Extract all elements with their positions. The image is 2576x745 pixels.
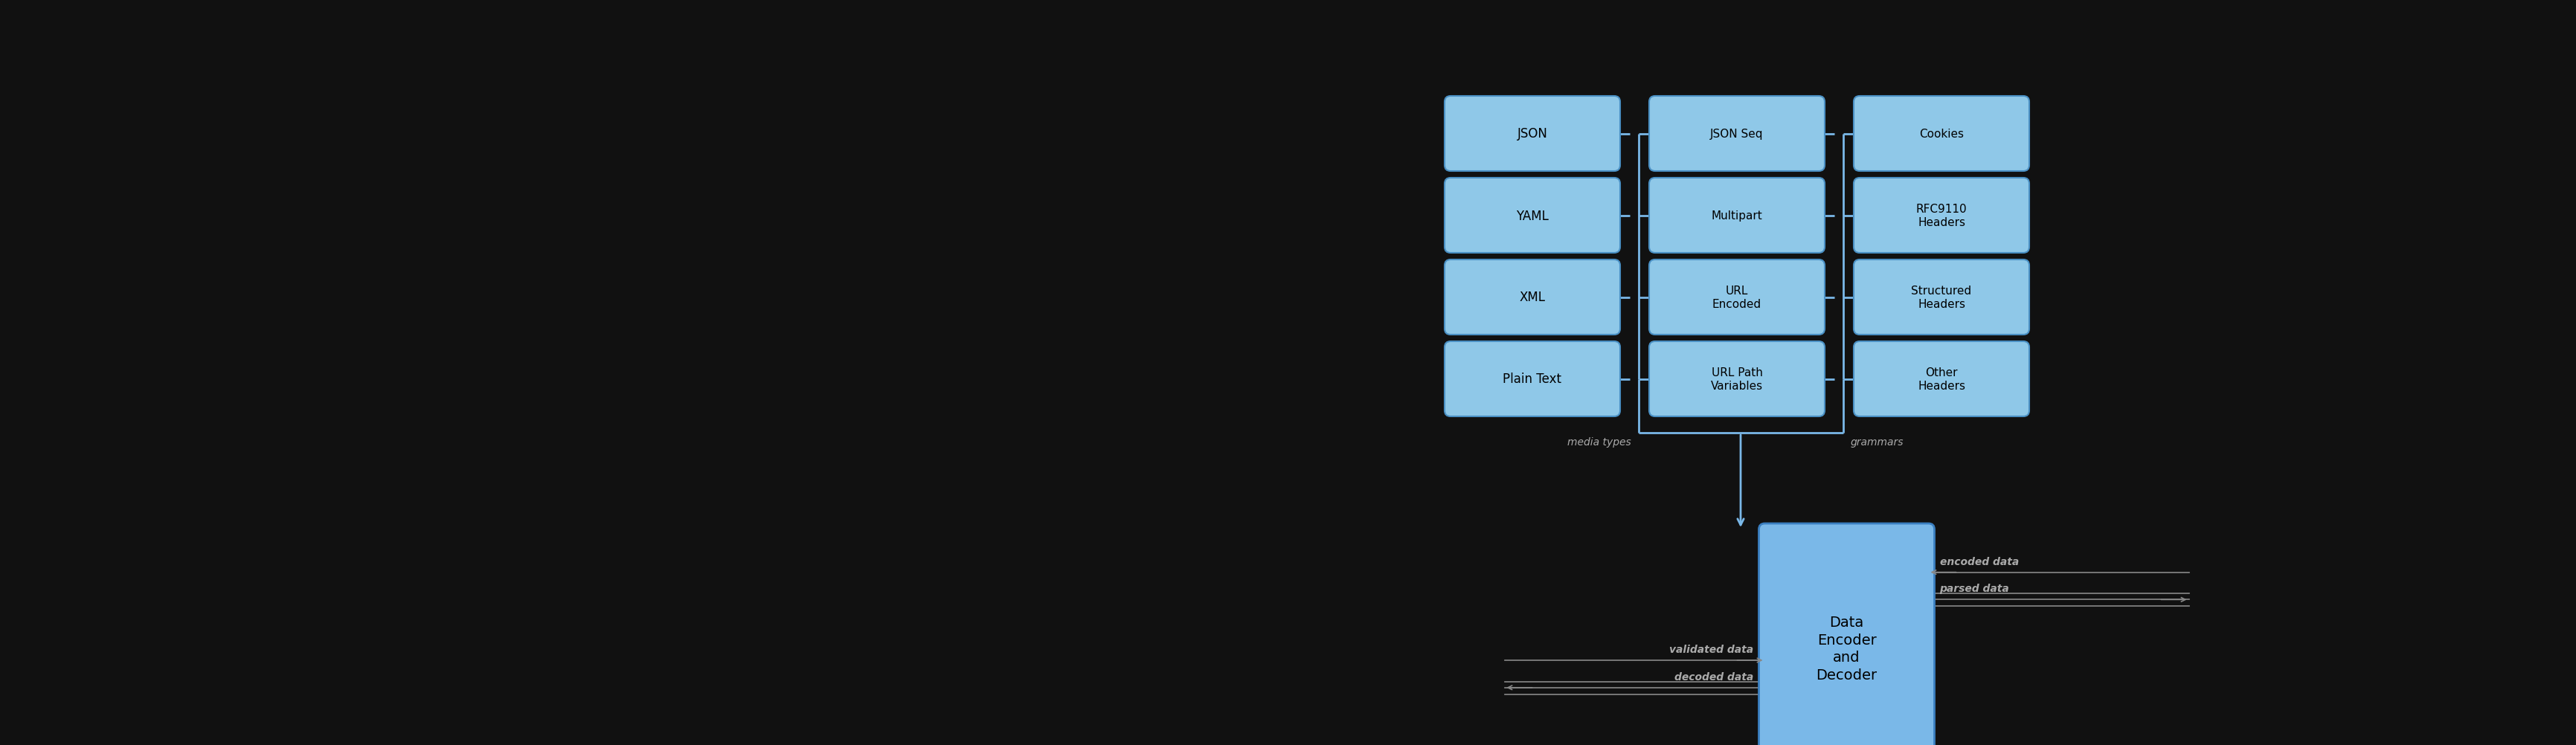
Text: Other
Headers: Other Headers (1917, 367, 1965, 392)
Text: RFC9110
Headers: RFC9110 Headers (1917, 203, 1968, 228)
Text: JSON: JSON (1517, 127, 1548, 141)
FancyBboxPatch shape (1759, 524, 1935, 745)
Text: XML: XML (1520, 291, 1546, 304)
FancyBboxPatch shape (1649, 342, 1824, 416)
Text: parsed data: parsed data (1940, 583, 2009, 594)
Text: encoded data: encoded data (1940, 556, 2020, 566)
FancyBboxPatch shape (1855, 178, 2030, 253)
FancyBboxPatch shape (1445, 97, 1620, 171)
FancyBboxPatch shape (1445, 342, 1620, 416)
Text: JSON Seq: JSON Seq (1710, 128, 1765, 139)
Text: Data
Encoder
and
Decoder: Data Encoder and Decoder (1816, 615, 1878, 682)
Text: Cookies: Cookies (1919, 128, 1963, 139)
FancyBboxPatch shape (1649, 260, 1824, 335)
FancyBboxPatch shape (1649, 178, 1824, 253)
Text: YAML: YAML (1517, 209, 1548, 223)
FancyBboxPatch shape (1649, 97, 1824, 171)
Text: grammars: grammars (1850, 437, 1904, 447)
FancyBboxPatch shape (1855, 260, 2030, 335)
FancyBboxPatch shape (1855, 97, 2030, 171)
Text: media types: media types (1566, 437, 1631, 447)
Text: validated data: validated data (1669, 644, 1754, 654)
FancyBboxPatch shape (1445, 260, 1620, 335)
Text: Structured
Headers: Structured Headers (1911, 285, 1971, 310)
FancyBboxPatch shape (1855, 342, 2030, 416)
Text: URL
Encoded: URL Encoded (1713, 285, 1762, 310)
Text: Plain Text: Plain Text (1502, 372, 1561, 386)
Text: decoded data: decoded data (1674, 671, 1754, 682)
Text: URL Path
Variables: URL Path Variables (1710, 367, 1762, 392)
FancyBboxPatch shape (1445, 178, 1620, 253)
Text: Multipart: Multipart (1710, 210, 1762, 221)
